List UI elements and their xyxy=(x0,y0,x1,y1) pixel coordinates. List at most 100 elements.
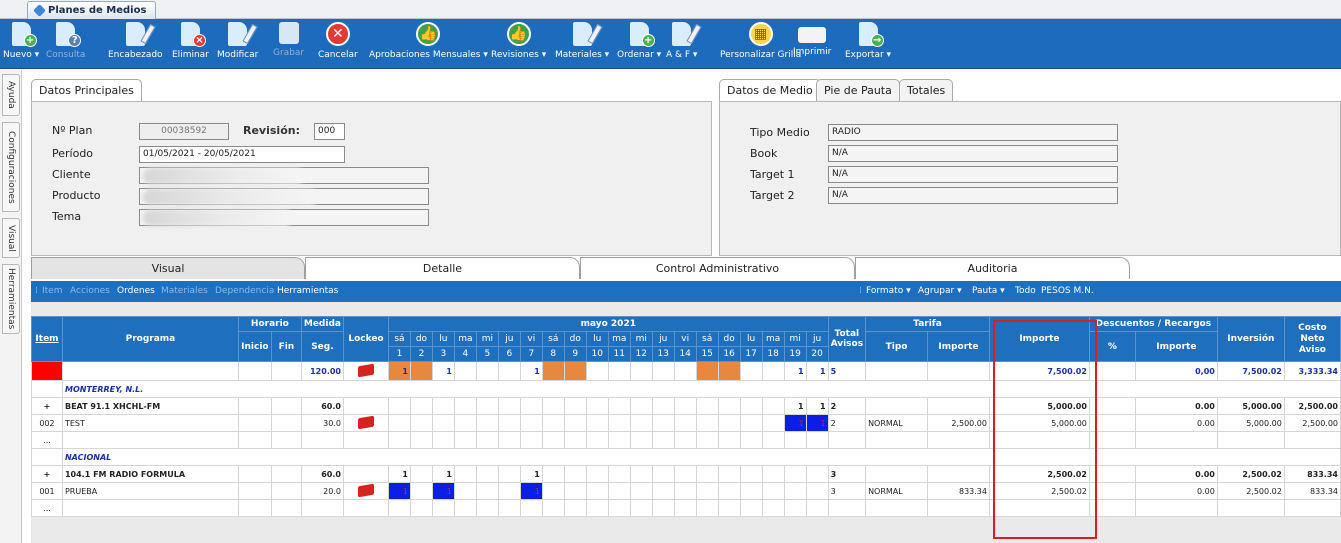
day-cell[interactable] xyxy=(695,397,719,415)
table-row[interactable]: 120.00 1 1 1 1 1 5 7,500.02 0,00 7,500.02 3,333.34 xyxy=(31,361,1341,381)
importe-cell[interactable]: 2,500.02 xyxy=(988,465,1090,483)
day-cell[interactable] xyxy=(761,482,785,500)
importe-cell[interactable]: 5,000.00 xyxy=(988,397,1090,415)
day-cell[interactable] xyxy=(541,482,565,500)
desc-pct-cell[interactable] xyxy=(1088,465,1136,483)
day-name-header[interactable]: vi xyxy=(519,331,543,347)
day-name-header[interactable]: mi xyxy=(629,331,653,347)
lockeo-cell[interactable] xyxy=(342,482,389,500)
seg-cell[interactable]: 30.0 xyxy=(300,414,344,432)
day-cell[interactable] xyxy=(541,465,565,483)
day-cell[interactable] xyxy=(453,431,477,449)
day-cell[interactable] xyxy=(629,482,653,500)
subbar-dependencia[interactable]: Dependencia xyxy=(215,286,275,296)
day-cell[interactable] xyxy=(541,414,565,432)
materiales-button[interactable]: Materiales ▾ xyxy=(555,19,609,69)
tarifa-importe-cell[interactable]: 833.34 xyxy=(927,482,990,500)
day-cell[interactable] xyxy=(739,499,763,517)
day-cell[interactable] xyxy=(409,431,433,449)
seg-cell[interactable]: 60.0 xyxy=(300,465,344,483)
subbar-formato[interactable]: Formato ▾ xyxy=(866,286,911,296)
day-cell[interactable] xyxy=(695,482,719,500)
day-cell[interactable] xyxy=(607,414,631,432)
tab-auditoria[interactable]: Auditoria xyxy=(855,257,1130,279)
day-cell[interactable] xyxy=(563,499,587,517)
day-name-header[interactable]: ju xyxy=(651,331,675,347)
day-cell[interactable]: 1 xyxy=(431,361,455,381)
subbar-todo[interactable]: Todo xyxy=(1015,286,1036,296)
day-cell[interactable] xyxy=(717,465,741,483)
day-cell[interactable] xyxy=(563,431,587,449)
tab-detalle[interactable]: Detalle xyxy=(305,257,580,279)
inversion-cell[interactable]: 5,000.00 xyxy=(1216,414,1285,432)
importe-cell[interactable]: 7,500.02 xyxy=(988,361,1090,381)
item-cell[interactable]: + xyxy=(31,397,63,415)
day-cell[interactable] xyxy=(475,361,499,381)
item-cell[interactable] xyxy=(31,361,63,381)
day-cell[interactable] xyxy=(651,414,675,432)
fin-cell[interactable] xyxy=(270,414,302,432)
day-cell[interactable] xyxy=(541,361,565,381)
day-cell[interactable] xyxy=(387,397,411,415)
col-inicio[interactable]: Inicio xyxy=(237,331,272,362)
day-number-header[interactable]: 15 xyxy=(695,346,719,362)
day-cell[interactable] xyxy=(651,431,675,449)
day-cell[interactable] xyxy=(805,431,829,449)
day-cell[interactable] xyxy=(475,431,499,449)
costo-neto-cell[interactable]: 3,333.34 xyxy=(1283,361,1341,381)
day-cell[interactable] xyxy=(497,465,521,483)
day-cell[interactable] xyxy=(563,465,587,483)
tarifa-importe-cell[interactable] xyxy=(927,397,990,415)
lockeo-cell[interactable] xyxy=(342,431,389,449)
tarifa-importe-cell[interactable] xyxy=(927,431,990,449)
day-cell[interactable] xyxy=(519,397,543,415)
day-cell[interactable] xyxy=(629,361,653,381)
day-cell[interactable]: 1 xyxy=(805,414,829,432)
fin-cell[interactable] xyxy=(270,482,302,500)
day-name-header[interactable]: ma xyxy=(453,331,477,347)
tarifa-tipo-cell[interactable] xyxy=(865,431,929,449)
desc-pct-cell[interactable] xyxy=(1088,499,1136,517)
subbar-agrupar[interactable]: Agrupar ▾ xyxy=(918,286,962,296)
costo-neto-cell[interactable]: 833.34 xyxy=(1283,465,1341,483)
lockeo-cell[interactable] xyxy=(342,414,389,432)
tarifa-importe-cell[interactable] xyxy=(927,499,990,517)
tarifa-importe-cell[interactable]: 2,500.00 xyxy=(927,414,990,432)
inicio-cell[interactable] xyxy=(237,397,272,415)
day-name-header[interactable]: ju xyxy=(497,331,521,347)
inicio-cell[interactable] xyxy=(237,499,272,517)
day-cell[interactable] xyxy=(497,414,521,432)
day-cell[interactable] xyxy=(585,499,609,517)
desc-importe-cell[interactable]: 0.00 xyxy=(1134,414,1218,432)
day-cell[interactable] xyxy=(387,414,411,432)
day-number-header[interactable]: 4 xyxy=(453,346,477,362)
lockeo-cell[interactable] xyxy=(342,361,389,381)
day-cell[interactable] xyxy=(651,465,675,483)
day-number-header[interactable]: 1 xyxy=(387,346,411,362)
desc-pct-cell[interactable] xyxy=(1088,431,1136,449)
tarifa-tipo-cell[interactable]: NORMAL xyxy=(865,414,929,432)
inversion-cell[interactable]: 2,500.02 xyxy=(1216,482,1285,500)
day-cell[interactable] xyxy=(739,431,763,449)
day-number-header[interactable]: 17 xyxy=(739,346,763,362)
day-cell[interactable] xyxy=(629,414,653,432)
total-avisos-cell[interactable]: 5 xyxy=(827,361,867,381)
day-cell[interactable] xyxy=(431,431,455,449)
fin-cell[interactable] xyxy=(270,431,302,449)
col-inversion[interactable]: Inversión xyxy=(1216,316,1285,362)
seg-cell[interactable] xyxy=(300,499,344,517)
day-cell[interactable] xyxy=(563,361,587,381)
day-cell[interactable] xyxy=(453,499,477,517)
lockeo-cell[interactable] xyxy=(342,465,389,483)
day-cell[interactable]: 1 xyxy=(519,482,543,500)
table-row[interactable]: 001 PRUEBA 20.0 1 1 1 3 NORMAL 833.34 2,500.02 0.0… xyxy=(31,482,1341,500)
table-row[interactable]: ... xyxy=(31,499,1341,517)
tab-datos-de-medio[interactable]: Datos de Medio xyxy=(719,79,821,102)
day-name-header[interactable]: do xyxy=(563,331,587,347)
day-cell[interactable] xyxy=(585,465,609,483)
day-cell[interactable] xyxy=(761,431,785,449)
seg-cell[interactable]: 20.0 xyxy=(300,482,344,500)
day-cell[interactable] xyxy=(497,361,521,381)
costo-neto-cell[interactable]: 833.34 xyxy=(1283,482,1341,500)
seg-cell[interactable]: 120.00 xyxy=(300,361,344,381)
